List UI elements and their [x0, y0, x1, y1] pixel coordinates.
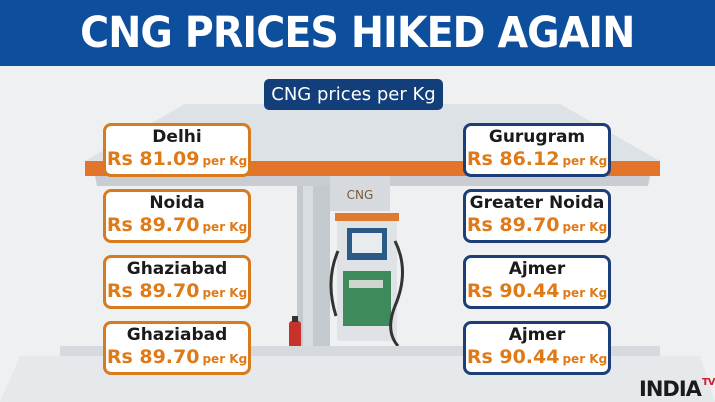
price-value: Rs 90.44 — [466, 346, 560, 368]
price-card-noida: Noida Rs 89.70 per Kg — [103, 189, 251, 243]
price-value: Rs 81.09 — [106, 148, 200, 170]
canopy-sign: CNG — [347, 188, 374, 202]
india-tv-logo: INDIATV — [639, 377, 715, 401]
city-name: Greater Noida — [469, 193, 605, 213]
price-value: Rs 89.70 — [106, 214, 200, 236]
price-unit: per Kg — [202, 352, 248, 366]
price-unit: per Kg — [202, 220, 248, 234]
subtitle-label: CNG prices per Kg — [264, 79, 443, 110]
header-banner: CNG PRICES HIKED AGAIN — [0, 0, 715, 66]
city-name: Ghaziabad — [126, 259, 228, 279]
price-value: Rs 89.70 — [106, 346, 200, 368]
logo-text: INDIA — [639, 377, 702, 401]
price-unit: per Kg — [562, 220, 608, 234]
price-card-greater-noida: Greater Noida Rs 89.70 per Kg — [463, 189, 611, 243]
city-name: Ajmer — [508, 259, 566, 279]
price-value: Rs 89.70 — [106, 280, 200, 302]
price-unit: per Kg — [562, 286, 608, 300]
city-name: Delhi — [152, 127, 202, 147]
city-name: Ajmer — [508, 325, 566, 345]
city-name: Ghaziabad — [126, 325, 228, 345]
price-unit: per Kg — [202, 154, 248, 168]
price-unit: per Kg — [562, 352, 608, 366]
price-unit: per Kg — [202, 286, 248, 300]
price-card-ghaziabad: Ghaziabad Rs 89.70 per Kg — [103, 255, 251, 309]
price-card-ajmer: Ajmer Rs 90.44 per Kg — [463, 255, 611, 309]
logo-suffix: TV — [701, 377, 715, 388]
price-card-ajmer-2: Ajmer Rs 90.44 per Kg — [463, 321, 611, 375]
price-card-ghaziabad-2: Ghaziabad Rs 89.70 per Kg — [103, 321, 251, 375]
city-name: Noida — [149, 193, 205, 213]
price-value: Rs 90.44 — [466, 280, 560, 302]
price-card-delhi: Delhi Rs 81.09 per Kg — [103, 123, 251, 177]
price-value: Rs 86.12 — [466, 148, 560, 170]
city-name: Gurugram — [488, 127, 586, 147]
price-value: Rs 89.70 — [466, 214, 560, 236]
price-card-gurugram: Gurugram Rs 86.12 per Kg — [463, 123, 611, 177]
price-unit: per Kg — [562, 154, 608, 168]
headline: CNG PRICES HIKED AGAIN — [80, 8, 635, 58]
